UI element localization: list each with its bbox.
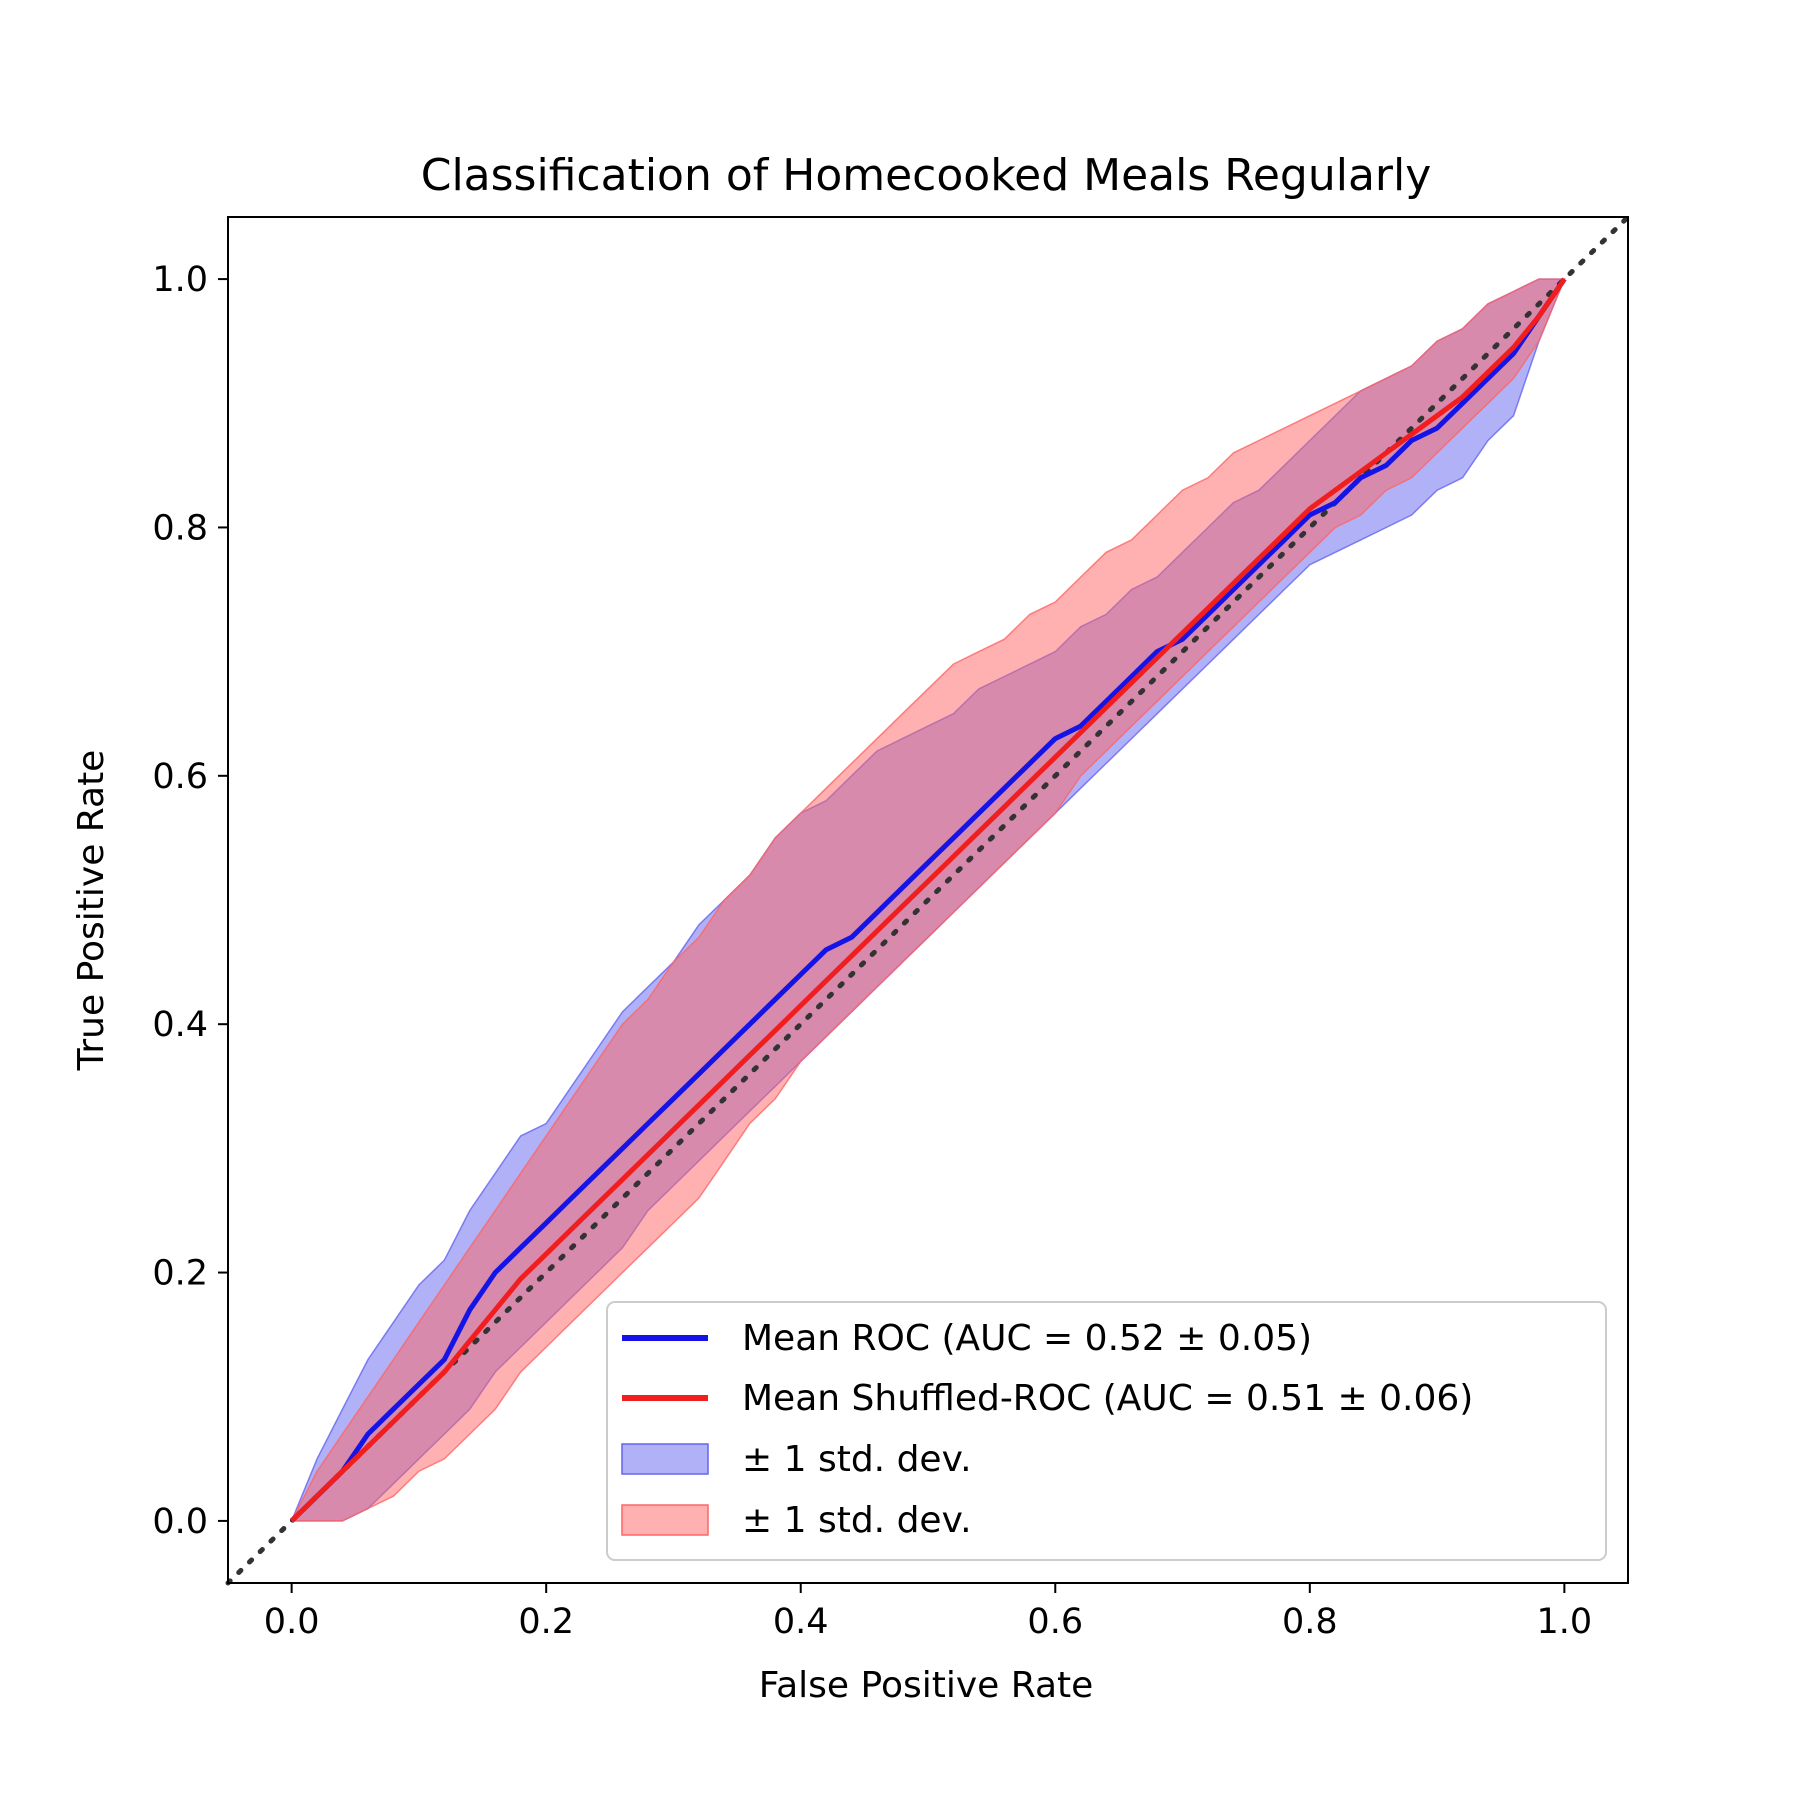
y-axis: 0.0 0.2 0.4 0.6 0.8 1.0: [152, 260, 228, 1542]
plot-frame: [227, 216, 1629, 1584]
y-tick-label: 0.4: [152, 1005, 208, 1045]
x-axis: 0.0 0.2 0.4 0.6 0.8 1.0: [264, 1583, 1592, 1642]
x-tick-label: 0.2: [518, 1602, 574, 1642]
y-tick-label: 0.0: [152, 1502, 208, 1542]
y-axis-label: True Positive Rate: [71, 750, 112, 1072]
x-axis-label: False Positive Rate: [759, 1665, 1094, 1706]
x-tick-label: 0.0: [264, 1602, 320, 1642]
x-tick-label: 0.4: [773, 1602, 829, 1642]
legend-label-roc-std-band: ± 1 std. dev.: [742, 1439, 972, 1480]
chance-diagonal-line: [225, 214, 1631, 1586]
series-line-1: [289, 277, 1567, 1523]
legend-label-mean-shuffled-roc: Mean Shuffled-ROC (AUC = 0.51 ± 0.06): [742, 1378, 1473, 1419]
legend: Mean ROC (AUC = 0.52 ± 0.05) Mean Shuffl…: [606, 1301, 1607, 1561]
legend-swatch-shuffled-std-band: [621, 1504, 709, 1536]
x-tick-label: 0.8: [1282, 1602, 1338, 1642]
x-tick-label: 0.6: [1027, 1602, 1083, 1642]
series-line-0: [289, 277, 1567, 1523]
y-tick-label: 1.0: [152, 260, 208, 300]
chart-title: Classification of Homecooked Meals Regul…: [421, 150, 1432, 201]
legend-box: [606, 1301, 1607, 1561]
roc-series: [289, 277, 1567, 1523]
y-tick-label: 0.2: [152, 1254, 208, 1294]
y-tick-label: 0.6: [152, 757, 208, 797]
x-tick-label: 1.0: [1537, 1602, 1593, 1642]
y-tick-label: 0.8: [152, 508, 208, 548]
legend-label-shuffled-std-band: ± 1 std. dev.: [742, 1500, 972, 1541]
plot-area: [225, 214, 1631, 1586]
legend-swatch-roc-std-band: [621, 1443, 709, 1475]
legend-label-mean-roc: Mean ROC (AUC = 0.52 ± 0.05): [742, 1318, 1312, 1359]
